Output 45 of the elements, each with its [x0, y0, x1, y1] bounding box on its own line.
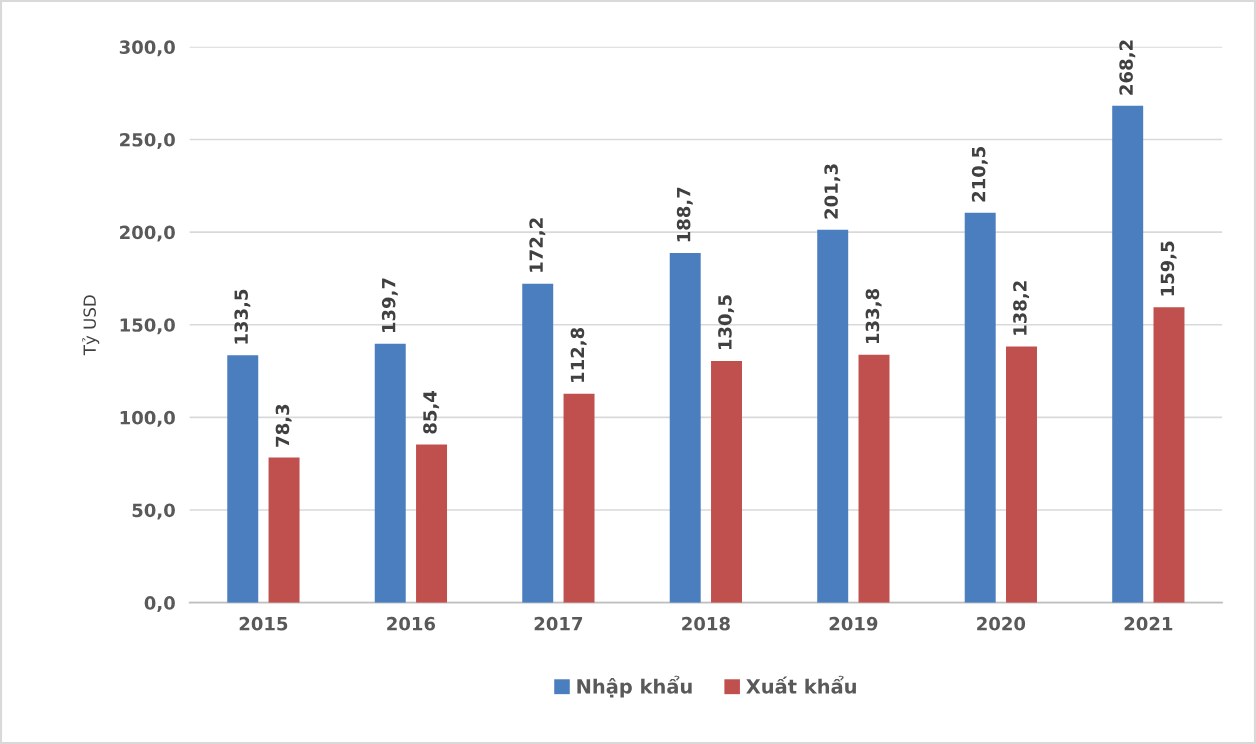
legend-label: Xuất khẩu [746, 675, 856, 694]
data-label: 133,5 [234, 289, 251, 344]
x-tick-label: 2016 [387, 616, 436, 631]
x-tick-label: 2021 [1124, 616, 1173, 631]
x-tick-label: 2020 [977, 616, 1026, 631]
bar [374, 343, 406, 603]
bar [227, 355, 259, 603]
bar [563, 393, 595, 603]
legend-label: Nhập khẩu [577, 675, 692, 698]
data-label: 133,8 [865, 289, 882, 344]
x-tick-label: 2015 [239, 616, 288, 631]
y-axis-title: Tỷ USD [82, 295, 100, 356]
data-label: 201,3 [824, 164, 841, 219]
x-tick-label: 2018 [682, 616, 730, 631]
y-tick-label: 150,0 [120, 318, 175, 335]
bar [858, 354, 890, 603]
bar [1112, 105, 1144, 603]
data-label: 139,7 [381, 278, 398, 333]
data-label: 159,5 [1160, 241, 1177, 296]
bar [522, 283, 554, 603]
bar [1153, 307, 1185, 603]
y-tick-label: 100,0 [120, 410, 175, 427]
bar [964, 212, 996, 603]
y-tick-label: 0,0 [144, 596, 175, 613]
data-label: 138,2 [1013, 281, 1030, 335]
data-label: 85,4 [423, 390, 440, 434]
y-tick-label: 200,0 [120, 225, 175, 242]
data-label: 112,8 [570, 327, 587, 382]
bar [1006, 346, 1037, 603]
bar [416, 444, 448, 603]
x-tick-label: 2019 [829, 616, 878, 631]
bar [711, 360, 743, 603]
bar [669, 253, 701, 603]
data-label: 130,5 [718, 295, 735, 350]
y-tick-label: 300,0 [119, 40, 175, 57]
data-label: 78,3 [275, 404, 292, 447]
y-tick-label: 50,0 [132, 503, 175, 520]
data-label: 268,2 [1119, 40, 1136, 95]
bar [817, 229, 849, 603]
data-label: 188,7 [676, 187, 693, 242]
y-tick-label: 250,0 [120, 132, 175, 149]
bar [268, 457, 300, 603]
data-label: 172,2 [529, 218, 546, 272]
x-tick-label: 2017 [534, 616, 583, 631]
data-label: 210,5 [971, 147, 988, 202]
